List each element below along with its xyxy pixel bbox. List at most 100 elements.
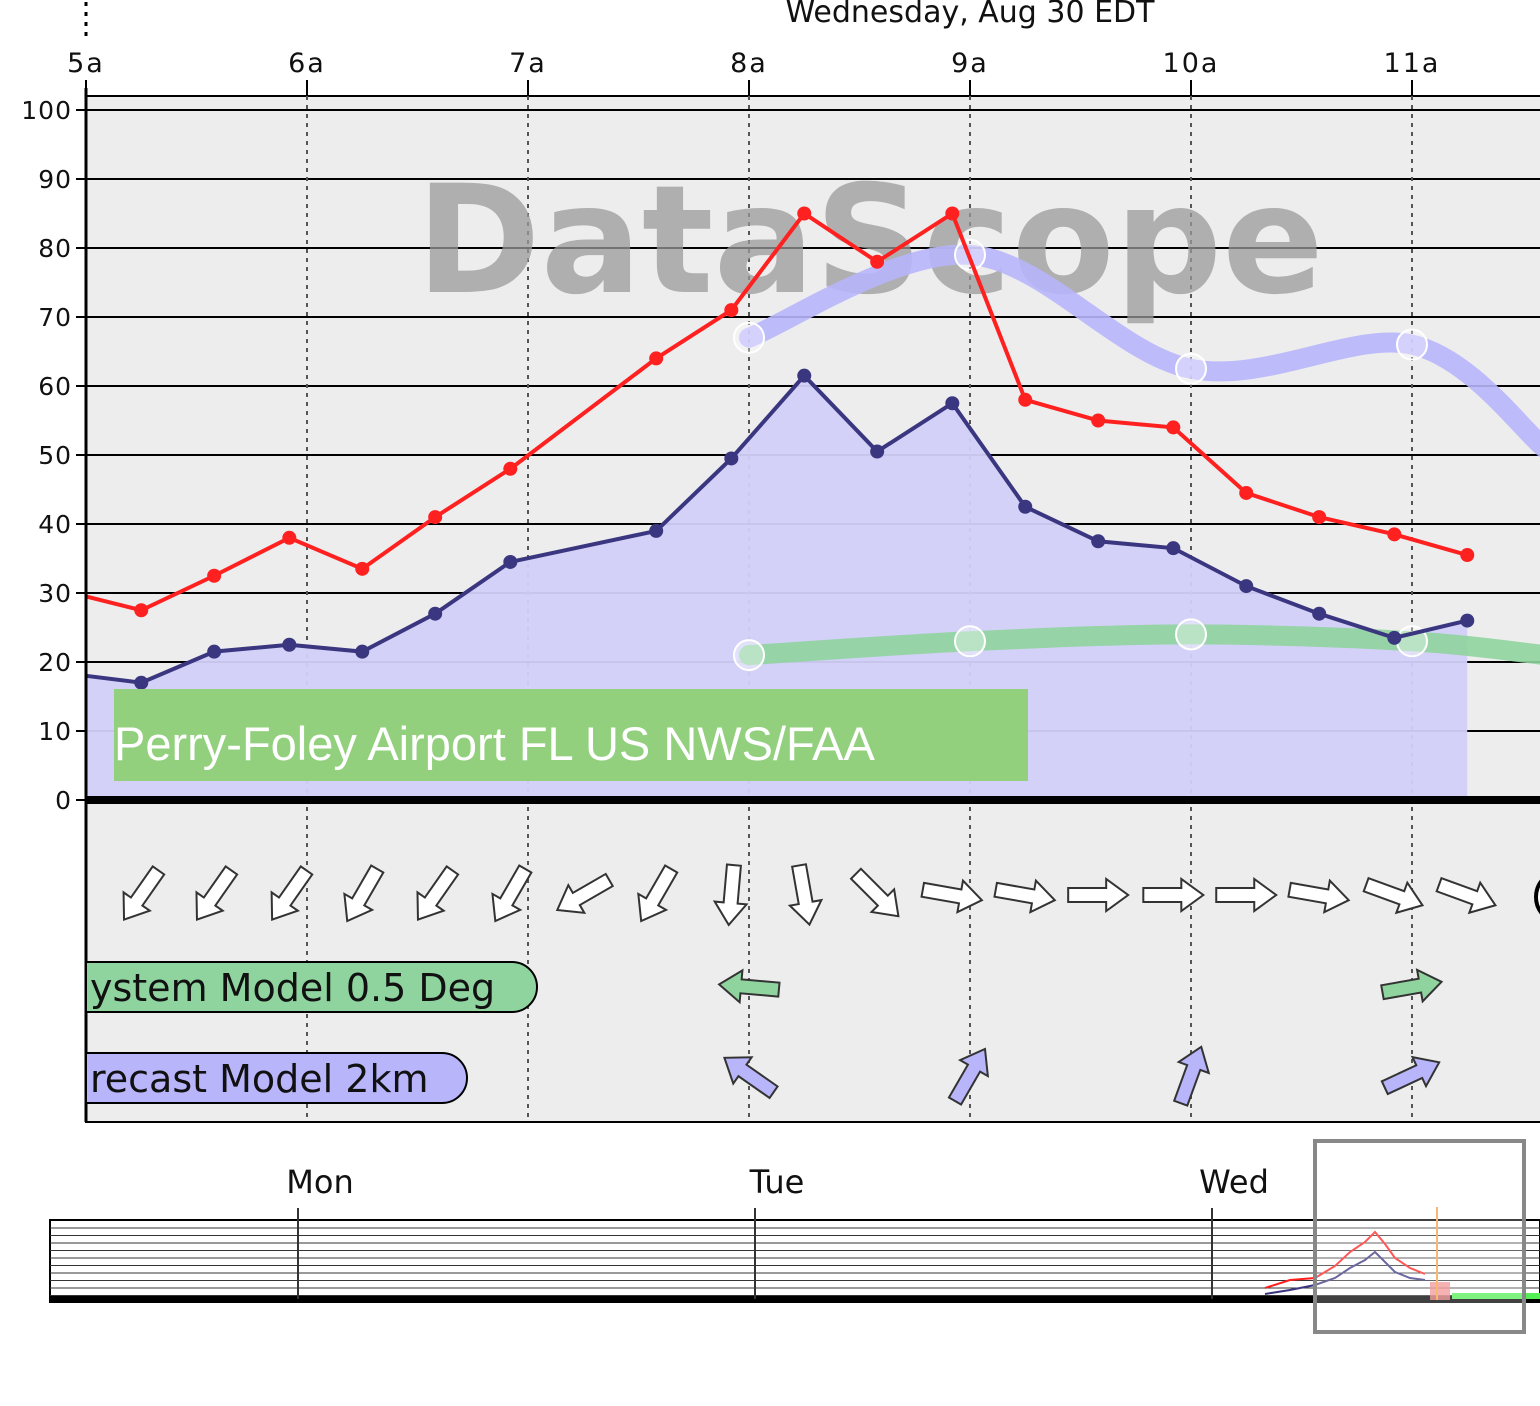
wind-arrow-icon [491, 864, 533, 923]
y-tick-label: 100 [21, 96, 72, 125]
y-tick-label: 60 [38, 372, 72, 401]
gust-point [1091, 413, 1106, 428]
gust-point [1166, 420, 1181, 435]
overview-strip[interactable]: Mon Tue Wed [49, 1139, 1540, 1334]
gust-point [724, 303, 739, 318]
gust-point [134, 603, 149, 618]
y-tick-label: 30 [38, 579, 72, 608]
overview-gust-trace [1264, 1230, 1426, 1289]
model_gfs-curve [739, 624, 1540, 666]
wind-point [1387, 630, 1402, 645]
gust-point [797, 206, 812, 221]
wind-point [1239, 579, 1254, 594]
y-tick-label: 10 [38, 717, 72, 746]
wind-arrow-icon [270, 865, 314, 921]
y-tick-label: 50 [38, 441, 72, 470]
model-hrrr-arrow-icon [1380, 1055, 1441, 1096]
wind-arrow-icon [1362, 876, 1425, 915]
wind-point [649, 523, 664, 538]
model_hrrr-point [1396, 328, 1428, 361]
x-tick-label: 6a [288, 48, 326, 79]
x-tick-label: 8a [730, 48, 768, 79]
model-gfs-arrow-icon [1380, 968, 1444, 1004]
wind-arrow-icon [1142, 877, 1206, 913]
model_hrrr-point [1175, 352, 1207, 385]
wind-arrow-icon [343, 864, 385, 923]
gust-point [1387, 527, 1402, 542]
model-hrrr-arrow-icon [947, 1047, 990, 1106]
wind-point [1312, 606, 1327, 621]
date-header: Wednesday, Aug 30 EDT [786, 0, 1156, 30]
y-tick-label: 70 [38, 303, 72, 332]
model-hrrr-label: recast Model 2km [90, 1057, 429, 1101]
wind-arrow-icon [1215, 877, 1278, 913]
wind-arrow-icon [920, 878, 984, 914]
overview-day-label: Wed [1199, 1163, 1269, 1201]
overview-wind-trace [1264, 1250, 1426, 1295]
overview-day-label: Tue [749, 1163, 805, 1201]
gust-point [355, 561, 370, 576]
station-label-bg [114, 689, 1028, 781]
wind-point [282, 637, 297, 652]
wind-point [797, 368, 812, 383]
wind-point [1091, 534, 1106, 549]
wind-arrow-icon [849, 867, 900, 918]
model_hrrr-curve [739, 244, 1540, 457]
x-axis-ticks: 5a 6a 7a 8a 9a 10a 11a [67, 48, 1441, 96]
wind-arrow-icon [555, 872, 615, 915]
wind-point [1460, 613, 1475, 628]
x-tick-label: 11a [1384, 48, 1441, 79]
wind-arrow-icon [787, 863, 824, 927]
gust-point [945, 206, 960, 221]
model-gfs-arrow-icon [717, 968, 781, 1005]
gust-point [1239, 485, 1254, 500]
wind-point [1166, 541, 1181, 556]
overview-day-label: Mon [286, 1163, 353, 1201]
wind-arrow-icon [1435, 876, 1498, 915]
model_gfs-point [1175, 618, 1207, 651]
x-tick-label: 7a [509, 48, 547, 79]
gust-point [1312, 510, 1327, 525]
wind-point [945, 396, 960, 411]
gust-point [870, 254, 885, 269]
model-gfs-label: ystem Model 0.5 Deg [90, 966, 495, 1010]
station-label: Perry-Foley Airport FL US NWS/FAA [114, 717, 876, 770]
gust-point [649, 351, 664, 366]
wind-point [503, 554, 518, 569]
model-hrrr-arrow-icon [1172, 1045, 1211, 1107]
model-hrrr-arrow-icon [723, 1056, 779, 1100]
x-tick-label: 10a [1163, 48, 1220, 79]
gust-point [1018, 392, 1033, 407]
model-hrrr-pill [85, 1052, 468, 1104]
y-tick-label: 80 [38, 234, 72, 263]
gust-point [503, 461, 518, 476]
wind-point [355, 644, 370, 659]
overview-current-block [1430, 1282, 1450, 1300]
wind-point [134, 675, 149, 690]
y-tick-label: 90 [38, 165, 72, 194]
x-tick-label: 5a [67, 48, 105, 79]
wind-arrow-icon [712, 863, 749, 927]
gust-point [1460, 548, 1475, 563]
y-tick-label: 40 [38, 510, 72, 539]
y-tick-label: 0 [55, 786, 72, 815]
y-tick-label: 20 [38, 648, 72, 677]
wind-arrow-icon [1287, 878, 1351, 914]
wind-point [1018, 499, 1033, 514]
wind-direction-arrows [122, 863, 1498, 1107]
wind-point [428, 606, 443, 621]
model_hrrr-point [733, 321, 765, 354]
gust-point [428, 510, 443, 525]
wind-arrow-icon [637, 864, 679, 923]
wind-point [724, 451, 739, 466]
y-axis-ticks: 0 10 20 30 40 50 60 70 80 90 100 [21, 96, 86, 815]
model_gfs-point [733, 639, 765, 672]
wind-arrow-icon [1067, 877, 1130, 913]
overview-viewport-window [1313, 1139, 1526, 1334]
gust-point [207, 568, 222, 583]
circle-icon[interactable] [1534, 871, 1540, 923]
wind-arrow-icon [416, 865, 460, 921]
gust-point [282, 530, 297, 545]
watermark-text: DataScope [416, 154, 1324, 328]
